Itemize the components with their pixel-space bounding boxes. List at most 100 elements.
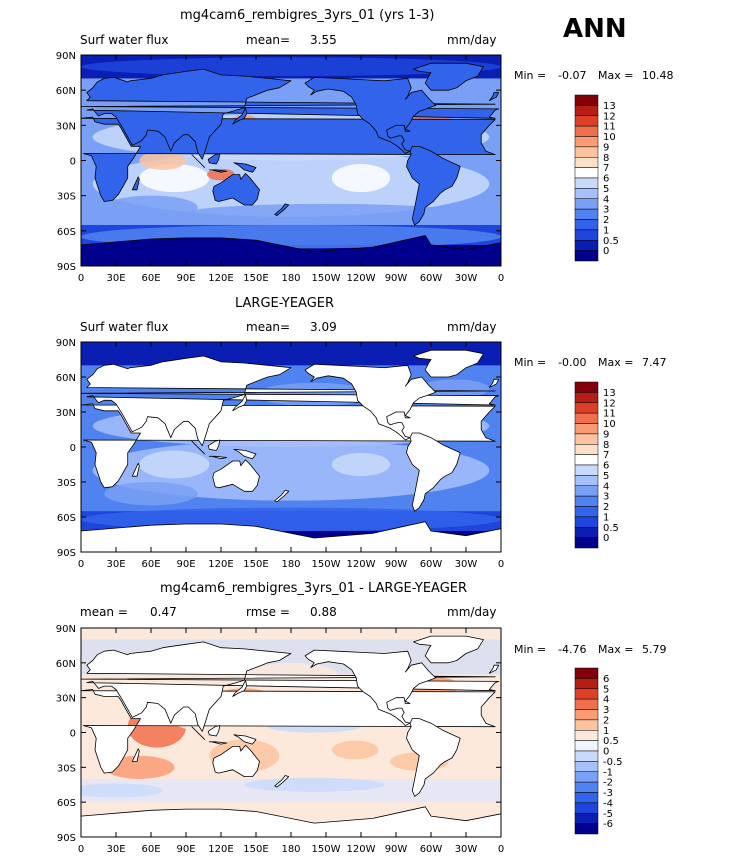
colorbar-swatch (574, 813, 599, 824)
continent-outline (406, 718, 461, 797)
colorbar-swatch (574, 423, 599, 435)
panel-3-mean-value: 0.47 (150, 605, 177, 619)
colorbar-label: 0 (603, 246, 609, 257)
field-region (139, 164, 210, 193)
continent-outline (488, 664, 500, 674)
colorbar-swatch (574, 219, 599, 231)
colorbar-swatch (574, 433, 599, 445)
continent-outline (274, 489, 290, 503)
map-field-2 (81, 342, 501, 552)
lat-tick-label: 30S (57, 763, 76, 774)
field-region (104, 482, 198, 506)
colorbar-label: 12 (603, 111, 616, 122)
continent-outline (131, 176, 140, 191)
lon-tick-label: 150W (312, 273, 341, 284)
continent-outline (207, 153, 221, 165)
colorbar-swatch (574, 208, 599, 220)
colorbar-swatch (574, 771, 599, 783)
continent-outline (131, 462, 140, 477)
lon-tick-label: 90W (385, 273, 408, 284)
colorbar-swatch (574, 698, 599, 710)
lat-tick-label: 0 (70, 729, 76, 740)
colorbar-swatch (574, 392, 599, 403)
panel-3-units: mm/day (447, 605, 497, 619)
panel-1-mean-value: 3.55 (310, 33, 337, 47)
continent-outline (232, 394, 248, 412)
colorbar-label: 0.5 (603, 523, 619, 534)
colorbar-label: 2 (603, 715, 609, 726)
colorbar-swatch (574, 516, 599, 528)
lon-tick-label: 0 (78, 273, 84, 284)
lon-tick-label: 0 (498, 559, 504, 570)
field-region (419, 379, 490, 398)
panel-3-rmse-value: 0.88 (310, 605, 337, 619)
colorbar-label: 1 (603, 726, 609, 737)
colorbar-swatch (574, 250, 599, 262)
continent-outline (406, 145, 461, 226)
continent-outline (81, 355, 500, 447)
colorbar-swatch (574, 792, 599, 804)
colorbar-label: 2 (603, 502, 609, 513)
lon-tick-label: 30W (455, 559, 478, 570)
lat-tick-label: 30N (56, 694, 76, 705)
continent-outline (274, 203, 290, 217)
panel-3-title: mg4cam6_rembigres_3yrs_01 - LARGE-YEAGER (160, 581, 468, 596)
field-region (104, 755, 175, 779)
colorbar-swatch (574, 157, 599, 168)
panel-3-min-value: -4.76 (558, 643, 587, 656)
field-region (139, 151, 187, 170)
lat-tick-label: 0 (70, 443, 76, 454)
continent-outline (413, 349, 484, 378)
colorbar-label: 10 (603, 419, 616, 430)
colorbar-swatch (574, 678, 599, 689)
panel-3-mean-label: mean = (80, 605, 128, 619)
continent-outline (208, 455, 228, 460)
colorbar-swatch (574, 115, 599, 127)
colorbar-label: 9 (603, 429, 609, 440)
continent-outline (274, 775, 290, 788)
colorbar-swatch (574, 136, 599, 148)
colorbar-swatch (574, 730, 599, 741)
lat-tick-label: 0 (70, 157, 76, 168)
lon-tick-label: 0 (78, 559, 84, 570)
colorbar-label: 0 (603, 533, 609, 544)
lat-tick-label: 60S (57, 513, 76, 524)
continent-outline (81, 68, 500, 160)
colorbar-label: 7 (603, 450, 609, 461)
continent-outline (81, 641, 500, 732)
colorbar-swatch (574, 198, 599, 210)
panel-1-units: mm/day (447, 33, 497, 47)
continent-outline (413, 635, 484, 664)
continent-outline (304, 363, 437, 441)
colorbar-swatch (574, 381, 599, 393)
colorbar-swatch (574, 740, 599, 752)
lon-tick-label: 120W (347, 844, 376, 855)
lat-tick-label: 60N (56, 86, 76, 97)
colorbar-label: 7 (603, 163, 609, 174)
lon-tick-label: 120E (208, 273, 233, 284)
continent-outline (233, 448, 257, 460)
lon-tick-label: 30W (455, 844, 478, 855)
lat-tick-label: 60N (56, 659, 76, 670)
colorbar-swatch (574, 823, 599, 835)
continent-outline (212, 172, 260, 206)
panel-1-max-label: Max = (598, 69, 634, 82)
lat-tick-label: 90S (57, 262, 76, 273)
lon-tick-label: 0 (78, 844, 84, 855)
continent-outline (191, 440, 206, 455)
colorbar-swatch (574, 240, 599, 251)
colorbar-label: 1 (603, 512, 609, 523)
lon-tick-label: 120E (208, 559, 233, 570)
colorbar-swatch (574, 781, 599, 793)
lon-tick-label: 30E (106, 559, 125, 570)
continent-outline (233, 734, 257, 745)
map-field-3 (81, 628, 501, 837)
colorbar-label: 8 (603, 153, 609, 164)
panel-2-mean-label: mean= (246, 320, 291, 334)
colorbar-swatch (574, 229, 599, 241)
lon-tick-label: 120W (347, 559, 376, 570)
colorbar-swatch (574, 506, 599, 518)
panel-2-variable-label: Surf water flux (80, 320, 169, 334)
